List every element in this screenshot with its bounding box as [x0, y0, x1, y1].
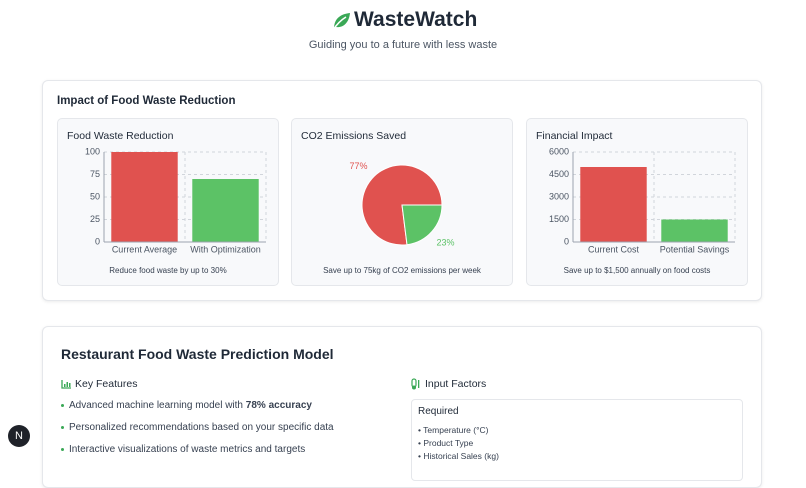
slice-label: 23% [436, 238, 454, 248]
chart-title: CO2 Emissions Saved [301, 130, 406, 142]
app-subtitle: Guiding you to a future with less waste [308, 39, 498, 51]
chart-caption: Save up to $1,500 annually on food costs [564, 266, 711, 275]
launcher-button[interactable]: N [8, 425, 30, 447]
chart-panel: Financial Impact Save up to $1,500 annual… [526, 118, 748, 286]
feature-item: Personalized recommendations based on yo… [61, 422, 334, 433]
feature-highlight: 78% accuracy [245, 400, 312, 411]
slice-label: 77% [349, 161, 367, 171]
y-tick-label: 1500 [549, 214, 569, 224]
x-tick-label: Potential Savings [660, 244, 730, 254]
chart: Financial Impact Save up to $1,500 annual… [536, 130, 736, 275]
chart: CO2 Emissions Saved Save up to 75kg of CO… [301, 130, 482, 275]
y-tick-label: 75 [90, 169, 100, 179]
bar [111, 152, 178, 242]
bar [192, 179, 259, 242]
chart-panel: CO2 Emissions Saved Save up to 75kg of CO… [291, 118, 513, 286]
y-tick-label: 4500 [549, 169, 569, 179]
inputs-title: Input Factors [425, 378, 487, 390]
chart-caption: Reduce food waste by up to 30% [109, 266, 226, 275]
bar [661, 219, 728, 242]
page: WasteWatch Guiding you to a future with … [8, 8, 762, 488]
pie-slice [401, 204, 443, 246]
feature-item: Advanced machine learning model with 78%… [61, 400, 312, 411]
feature-text: Advanced machine learning model with [69, 400, 243, 411]
chart-panel: Food Waste Reduction Reduce food waste by… [57, 118, 279, 286]
chart-title: Food Waste Reduction [67, 130, 174, 142]
required-item: • Historical Sales (kg) [418, 451, 499, 461]
required-title: Required [418, 406, 459, 417]
required-item: • Temperature (°C) [418, 425, 489, 435]
required-item: • Product Type [418, 438, 474, 448]
app-title: WasteWatch [354, 8, 478, 31]
x-tick-label: Current Cost [588, 244, 640, 254]
impact-title: Impact of Food Waste Reduction [57, 95, 236, 107]
y-tick-label: 50 [90, 191, 100, 201]
feature-text: Personalized recommendations based on yo… [69, 422, 334, 433]
pie-slice [361, 164, 443, 246]
bar [580, 167, 647, 242]
chart-title: Financial Impact [536, 130, 613, 142]
chart-caption: Save up to 75kg of CO2 emissions per wee… [323, 266, 482, 275]
y-tick-label: 25 [90, 214, 100, 224]
model-title: Restaurant Food Waste Prediction Model [61, 346, 334, 362]
x-tick-label: Current Average [112, 244, 177, 254]
features-icon [61, 380, 71, 389]
y-tick-label: 0 [564, 236, 569, 246]
y-tick-label: 6000 [549, 146, 569, 156]
y-tick-label: 3000 [549, 191, 569, 201]
chart: Food Waste Reduction Reduce food waste by… [67, 130, 267, 275]
logo-icon [332, 13, 350, 31]
y-tick-label: 100 [85, 146, 100, 156]
y-tick-label: 0 [95, 236, 100, 246]
feature-item: Interactive visualizations of waste metr… [61, 444, 305, 455]
inputs-icon [411, 378, 420, 390]
x-tick-label: With Optimization [190, 244, 261, 254]
features-title: Key Features [75, 378, 138, 390]
feature-text: Interactive visualizations of waste metr… [69, 444, 306, 455]
